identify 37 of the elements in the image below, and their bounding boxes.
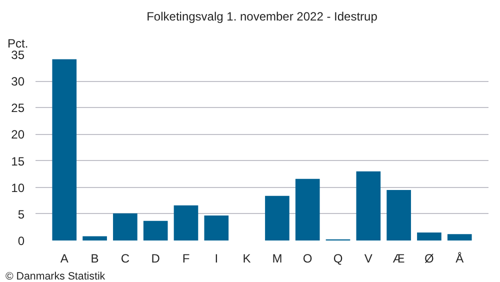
x-tick-label: A xyxy=(60,252,68,266)
chart-title: Folketingsvalg 1. november 2022 - Idestrup xyxy=(146,10,378,24)
x-tick-label: O xyxy=(302,252,312,266)
bar xyxy=(113,213,138,240)
x-tick-label: Å xyxy=(456,252,464,266)
bar xyxy=(265,196,290,240)
x-tick-label: C xyxy=(120,252,130,266)
x-tick-label: M xyxy=(272,252,282,266)
x-tick-label: B xyxy=(90,252,99,266)
bar xyxy=(447,234,472,240)
y-tick-label: 15 xyxy=(11,154,25,168)
bar xyxy=(386,190,411,240)
x-tick-label: V xyxy=(364,252,372,266)
y-tick-label: 5 xyxy=(18,207,25,222)
bar xyxy=(82,236,107,240)
y-axis-title: Pct. xyxy=(8,36,28,50)
text: © Danmarks Statistik xyxy=(6,270,106,282)
bar xyxy=(174,205,198,240)
x-tick-label: Ø xyxy=(424,252,434,266)
y-tick-label: 25 xyxy=(11,101,25,116)
bar xyxy=(143,220,168,240)
x-tick-label: K xyxy=(242,252,251,266)
y-tick-label: 20 xyxy=(11,128,25,142)
x-tick-label: I xyxy=(214,252,218,266)
x-tick-label: F xyxy=(182,252,190,266)
bar xyxy=(52,59,77,240)
x-tick-label: D xyxy=(151,252,160,266)
y-tick-label: 30 xyxy=(11,74,25,89)
bar xyxy=(204,216,229,240)
bar xyxy=(356,171,381,240)
x-tick-label: Æ xyxy=(392,252,405,266)
x-tick-label: Q xyxy=(333,252,343,266)
y-tick-label: 0 xyxy=(18,234,25,248)
y-tick-label: 10 xyxy=(11,180,25,195)
bar xyxy=(295,178,320,240)
bar xyxy=(417,232,442,240)
y-tick-label: 35 xyxy=(11,48,25,62)
